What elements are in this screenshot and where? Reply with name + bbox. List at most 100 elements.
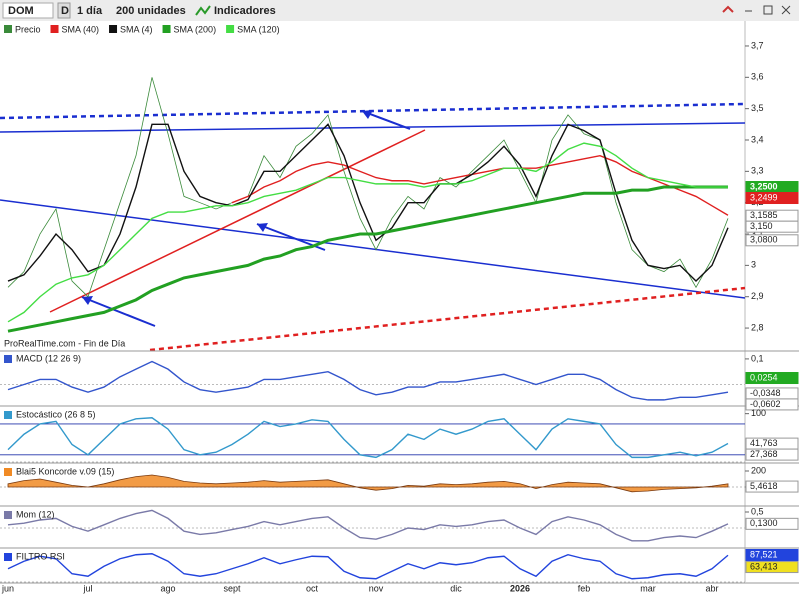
drawings: [0, 102, 746, 352]
price-tag-label: 5,4618: [750, 481, 778, 491]
y-tick-label: 3,1: [751, 228, 764, 238]
price-tag-label: -0,0348: [750, 388, 781, 398]
toolbar: [0, 0, 799, 21]
x-tick-label: feb: [578, 583, 591, 593]
price-tag-label: 3,1585: [750, 210, 778, 220]
price-tag: [745, 398, 799, 411]
x-tick-label: mar: [640, 583, 656, 593]
price-tag-label: 3,0800: [750, 235, 778, 245]
units[interactable]: 200 unidades: [116, 5, 186, 17]
dotted-resistance: [0, 102, 746, 120]
price-tag: [745, 220, 799, 233]
dotted-support: [149, 286, 746, 352]
series-line: [7, 417, 729, 459]
y-tick-label: 3,7: [751, 40, 764, 50]
series-line: [7, 185, 728, 333]
x-tick-label: jul: [82, 583, 92, 593]
price-tag: [745, 234, 799, 247]
symbol[interactable]: DOM: [8, 5, 34, 17]
panel-icon: [4, 355, 12, 363]
indicators[interactable]: Indicadores: [214, 5, 276, 17]
price-tag-label: 87,521: [750, 549, 778, 559]
price-tag-label: 3,150: [750, 221, 773, 231]
legend-label: SMA (200): [174, 24, 217, 34]
panel-title: FILTRO RSI: [16, 551, 65, 561]
y-tick-label: 100: [751, 408, 766, 418]
price-tag-label: 3,2500: [750, 181, 778, 191]
x-tick-label: 2026: [510, 583, 530, 593]
watermark: ProRealTime.com - Fin de Día: [4, 338, 125, 348]
panel-title: MACD (12 26 9): [16, 353, 81, 363]
price-tag-label: 63,413: [750, 561, 778, 571]
panel-title: Mom (12): [16, 509, 55, 519]
panel-icon: [4, 411, 12, 419]
y-tick-label: 3: [751, 260, 756, 270]
legend-swatch: [226, 25, 235, 33]
descending-line: [0, 199, 746, 299]
panel-title: Blai5 Koncorde v.09 (15): [16, 466, 114, 476]
series-line: [7, 509, 729, 542]
arrow-head: [82, 296, 93, 305]
arrow-head: [362, 110, 373, 119]
resistance-line: [0, 122, 746, 133]
price-tag-label: 27,368: [750, 449, 778, 459]
y-tick-label: 3,4: [751, 134, 764, 144]
series-line: [7, 360, 729, 401]
x-tick-label: ago: [160, 583, 175, 593]
price-tag: [745, 192, 799, 205]
x-tick-label: oct: [306, 583, 319, 593]
price-tag-label: 41,763: [750, 438, 778, 448]
series-line: [7, 142, 728, 323]
x-tick-label: jun: [1, 583, 14, 593]
period-icon[interactable]: D: [61, 5, 69, 17]
y-tick-label: 200: [751, 465, 766, 475]
legend-swatch: [50, 25, 59, 33]
x-tick-label: nov: [369, 583, 384, 593]
y-tick-label: 3,6: [751, 72, 764, 82]
y-tick-label: 2,9: [751, 291, 764, 301]
price-tag: [745, 548, 799, 561]
series-line: [7, 123, 729, 283]
legend-swatch: [4, 25, 12, 33]
legend-label: Precio: [15, 24, 41, 34]
price-tag-label: 0,0254: [750, 372, 778, 382]
maximize-button[interactable]: [763, 5, 773, 15]
legend-label: SMA (4): [120, 24, 153, 34]
panel-title: Estocástico (26 8 5): [16, 409, 96, 419]
arrow-head: [257, 223, 268, 232]
series-line: [7, 77, 729, 298]
panel-icon: [4, 468, 12, 476]
close-button[interactable]: [781, 5, 791, 15]
legend-swatch: [109, 25, 118, 33]
indicators-icon[interactable]: [195, 5, 211, 16]
x-tick-label: sept: [223, 583, 241, 593]
area: [7, 474, 729, 493]
price-tag-label: 0,1300: [750, 518, 778, 528]
price-tag: [745, 480, 799, 493]
x-tick-label: abr: [705, 583, 718, 593]
panel-icon: [4, 553, 12, 561]
y-tick-label: 3,3: [751, 166, 764, 176]
support-line: [49, 129, 426, 313]
y-tick-label: 2,8: [751, 322, 764, 332]
price-tag: [745, 561, 799, 574]
legend-label: SMA (40): [62, 24, 100, 34]
arrow: [81, 296, 156, 327]
y-tick-label: 0,1: [751, 353, 764, 363]
legend-label: SMA (120): [237, 24, 280, 34]
symbol-box[interactable]: [2, 2, 54, 19]
y-tick-label: 0,5: [751, 506, 764, 516]
y-tick-label: 3,5: [751, 103, 764, 113]
price-tag-label: 3,2499: [750, 192, 778, 202]
price-tag-label: -0,0602: [750, 399, 781, 409]
alert-icon[interactable]: [722, 5, 734, 13]
series-line: [7, 553, 729, 580]
period[interactable]: 1 día: [77, 5, 103, 17]
legend-swatch: [162, 25, 171, 33]
period-icon-box[interactable]: [57, 2, 71, 19]
price-tag: [745, 517, 799, 530]
price-tag: [745, 372, 799, 385]
price-tag: [745, 448, 799, 461]
